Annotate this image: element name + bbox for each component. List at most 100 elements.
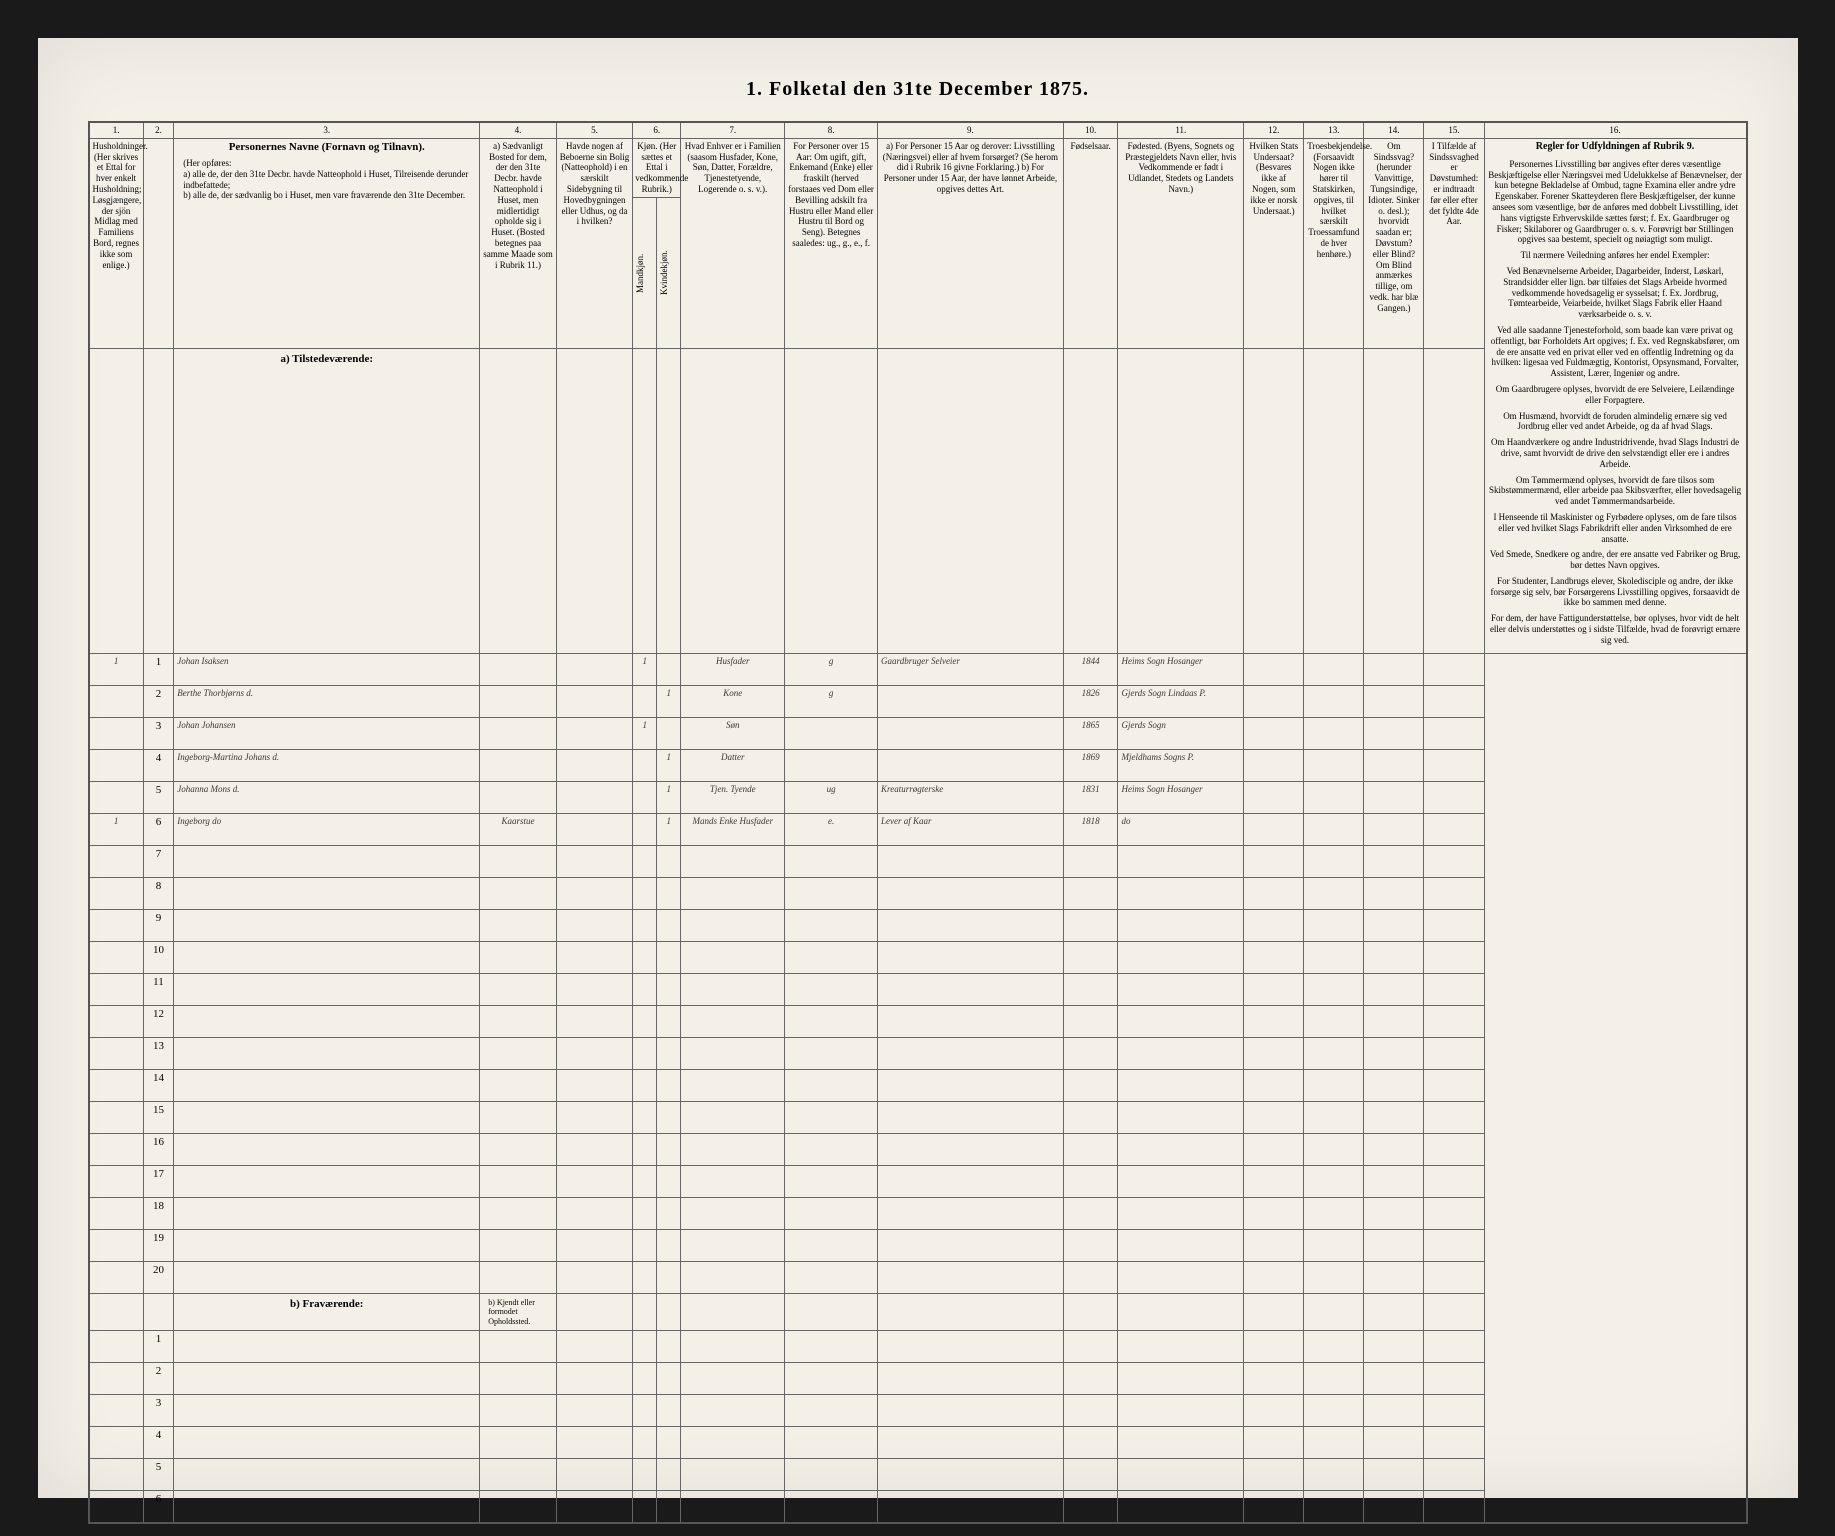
cell-rownum: 1 bbox=[143, 653, 174, 685]
table-row-empty: 4 bbox=[89, 1427, 1747, 1459]
cell-building bbox=[556, 813, 633, 845]
census-page: 1. Folketal den 31te December 1875. 1. 2… bbox=[38, 38, 1798, 1498]
cell-marital: ug bbox=[785, 781, 878, 813]
colnum: 2. bbox=[143, 122, 174, 138]
cell-birthplace: Gjerds Sogn bbox=[1118, 717, 1244, 749]
cell-rownum: 14 bbox=[143, 1069, 174, 1101]
cell-female: 1 bbox=[657, 749, 681, 781]
cell-rownum: 1 bbox=[143, 1331, 174, 1363]
cell-role: Søn bbox=[681, 717, 785, 749]
cell-building bbox=[556, 685, 633, 717]
header-occupation: a) For Personer 15 Aar og derover: Livss… bbox=[878, 138, 1064, 348]
table-row-empty: 12 bbox=[89, 1005, 1747, 1037]
cell-disability-age bbox=[1424, 781, 1484, 813]
table-row-empty: 16 bbox=[89, 1133, 1747, 1165]
census-table: 1. 2. 3. 4. 5. 6. 7. 8. 9. 10. 11. 12. 1… bbox=[88, 121, 1748, 1524]
cell-nationality bbox=[1244, 685, 1304, 717]
cell-residence bbox=[480, 685, 557, 717]
table-row-empty: 1 bbox=[89, 1331, 1747, 1363]
cell-role: Husfader bbox=[681, 653, 785, 685]
colnum: 1. bbox=[89, 122, 144, 138]
cell-rownum: 9 bbox=[143, 909, 174, 941]
cell-male bbox=[633, 749, 657, 781]
header-households: Husholdninger. (Her skrives et Ettal for… bbox=[89, 138, 144, 348]
cell-disability-age bbox=[1424, 685, 1484, 717]
cell-rownum: 11 bbox=[143, 973, 174, 1005]
header-religion: Troesbekjendelse. (Forsaavidt Nogen ikke… bbox=[1304, 138, 1364, 348]
cell-household bbox=[89, 749, 144, 781]
cell-religion bbox=[1304, 717, 1364, 749]
cell-name: Ingeborg do bbox=[174, 813, 480, 845]
cell-rownum: 17 bbox=[143, 1165, 174, 1197]
cell-male bbox=[633, 781, 657, 813]
cell-rownum: 19 bbox=[143, 1229, 174, 1261]
cell-female: 1 bbox=[657, 781, 681, 813]
header-birthplace: Fødested. (Byens, Sognets og Præstegjeld… bbox=[1118, 138, 1244, 348]
table-row-empty: 10 bbox=[89, 941, 1747, 973]
cell-male bbox=[633, 685, 657, 717]
cell-rownum: 3 bbox=[143, 1395, 174, 1427]
table-row-empty: 14 bbox=[89, 1069, 1747, 1101]
cell-role: Tjen. Tyende bbox=[681, 781, 785, 813]
cell-male: 1 bbox=[633, 653, 657, 685]
cell-rownum: 18 bbox=[143, 1197, 174, 1229]
table-row-empty: 13 bbox=[89, 1037, 1747, 1069]
cell-occupation: Gaardbruger Selveier bbox=[878, 653, 1064, 685]
header-nationality: Hvilken Stats Undersaat? (Besvares ikke … bbox=[1244, 138, 1304, 348]
cell-rownum: 5 bbox=[143, 781, 174, 813]
table-row-empty: 5 bbox=[89, 1459, 1747, 1491]
cell-birthplace: Heims Sogn Hosanger bbox=[1118, 653, 1244, 685]
header-residence: a) Sædvanligt Bosted for dem, der den 31… bbox=[480, 138, 557, 348]
cell-rownum: 6 bbox=[143, 813, 174, 845]
cell-religion bbox=[1304, 781, 1364, 813]
cell-occupation: Lever af Kaar bbox=[878, 813, 1064, 845]
cell-disability bbox=[1364, 813, 1424, 845]
cell-disability-age bbox=[1424, 749, 1484, 781]
cell-rownum: 20 bbox=[143, 1261, 174, 1293]
cell-female: 1 bbox=[657, 813, 681, 845]
cell-household bbox=[89, 717, 144, 749]
cell-rownum: 16 bbox=[143, 1133, 174, 1165]
column-number-row: 1. 2. 3. 4. 5. 6. 7. 8. 9. 10. 11. 12. 1… bbox=[89, 122, 1747, 138]
table-row-empty: 9 bbox=[89, 909, 1747, 941]
cell-marital: e. bbox=[785, 813, 878, 845]
header-sex: Kjøn. (Her sættes et Ettal i vedkommende… bbox=[633, 138, 681, 348]
colnum: 11. bbox=[1118, 122, 1244, 138]
cell-residence bbox=[480, 717, 557, 749]
table-row: 16Ingeborg doKaarstue1Mands Enke Husfade… bbox=[89, 813, 1747, 845]
cell-birthplace: Mjeldhams Sogns P. bbox=[1118, 749, 1244, 781]
colnum: 13. bbox=[1304, 122, 1364, 138]
colnum: 4. bbox=[480, 122, 557, 138]
cell-household: 1 bbox=[89, 653, 144, 685]
cell-male bbox=[633, 813, 657, 845]
cell-occupation bbox=[878, 749, 1064, 781]
colnum: 3. bbox=[174, 122, 480, 138]
cell-role: Mands Enke Husfader bbox=[681, 813, 785, 845]
cell-occupation bbox=[878, 685, 1064, 717]
cell-religion bbox=[1304, 749, 1364, 781]
cell-rownum: 6 bbox=[143, 1491, 174, 1523]
cell-household bbox=[89, 685, 144, 717]
cell-religion bbox=[1304, 813, 1364, 845]
section-absent: b) Fraværende: b) Kjendt eller formodet … bbox=[89, 1293, 1747, 1331]
cell-name: Johan Isaksen bbox=[174, 653, 480, 685]
cell-rownum: 7 bbox=[143, 845, 174, 877]
table-row: 3Johan Johansen1Søn1865Gjerds Sogn bbox=[89, 717, 1747, 749]
page-title: 1. Folketal den 31te December 1875. bbox=[88, 78, 1748, 101]
table-row-empty: 3 bbox=[89, 1395, 1747, 1427]
cell-religion bbox=[1304, 653, 1364, 685]
cell-rownum: 4 bbox=[143, 1427, 174, 1459]
cell-building bbox=[556, 749, 633, 781]
table-row: 4Ingeborg-Martina Johans d.1Datter1869Mj… bbox=[89, 749, 1747, 781]
cell-disability-age bbox=[1424, 717, 1484, 749]
cell-nationality bbox=[1244, 749, 1304, 781]
cell-birthyear: 1826 bbox=[1063, 685, 1118, 717]
cell-building bbox=[556, 717, 633, 749]
cell-occupation: Kreaturrøgterske bbox=[878, 781, 1064, 813]
table-row: 2Berthe Thorbjørns d.1Koneg1826Gjerds So… bbox=[89, 685, 1747, 717]
cell-male: 1 bbox=[633, 717, 657, 749]
cell-residence: Kaarstue bbox=[480, 813, 557, 845]
cell-rownum: 2 bbox=[143, 1363, 174, 1395]
table-row-empty: 19 bbox=[89, 1229, 1747, 1261]
cell-building bbox=[556, 653, 633, 685]
